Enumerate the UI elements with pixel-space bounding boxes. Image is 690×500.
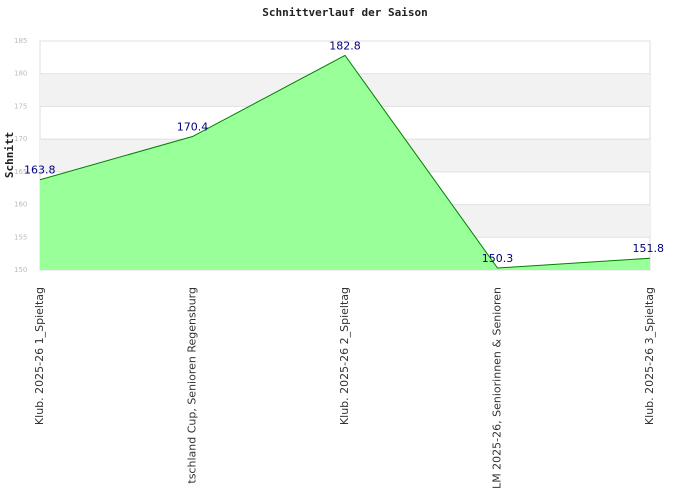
y-tick-label: 160 — [14, 201, 27, 209]
x-tick-label: Klub. 2025-26 2_Spieltag — [338, 287, 351, 425]
x-tick-label: tschland Cup, Senioren Regensburg — [186, 287, 199, 484]
y-tick-label: 175 — [14, 102, 27, 110]
x-tick-label: LM 2025-26, Seniorinnen & Senioren — [491, 287, 504, 489]
data-label: 182.8 — [329, 39, 361, 52]
y-tick-label: 170 — [14, 135, 27, 143]
x-tick-label: Klub. 2025-26 1_Spieltag — [33, 287, 46, 425]
data-label: 150.3 — [482, 252, 514, 265]
y-tick-label: 150 — [14, 266, 27, 274]
y-tick-label: 165 — [14, 168, 27, 176]
y-tick-label: 155 — [14, 233, 27, 241]
data-label: 151.8 — [633, 242, 665, 255]
x-tick-label: Klub. 2025-26 3_Spieltag — [643, 287, 656, 425]
chart-title: Schnittverlauf der Saison — [262, 6, 428, 19]
data-label: 170.4 — [177, 121, 209, 134]
y-tick-label: 180 — [14, 70, 27, 78]
data-label: 163.8 — [24, 164, 56, 177]
area — [40, 55, 650, 270]
y-tick-label: 185 — [14, 37, 27, 45]
line — [39, 54, 651, 269]
y-axis-label: Schnitt — [3, 132, 16, 178]
